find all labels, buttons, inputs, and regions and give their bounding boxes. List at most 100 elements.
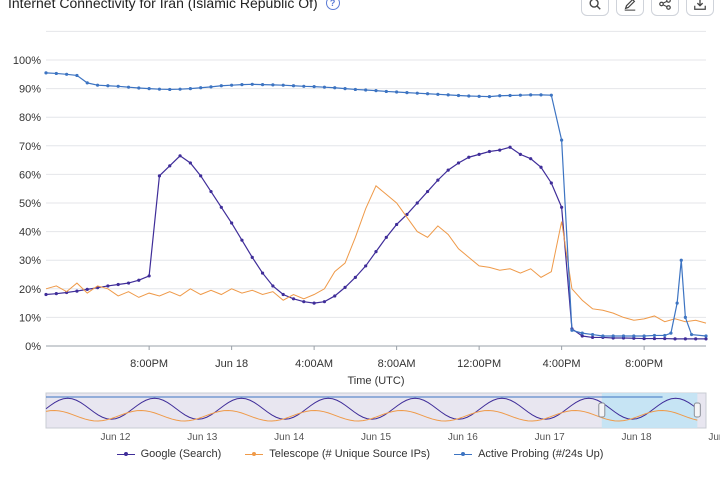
data-point-probing <box>85 81 89 85</box>
data-point-google <box>415 201 419 205</box>
data-point-probing <box>168 87 172 92</box>
data-point-google <box>230 221 234 225</box>
data-point-probing <box>75 73 79 78</box>
data-point-probing <box>611 334 615 338</box>
y-tick-label: 0% <box>25 341 41 353</box>
y-tick-label: 90% <box>19 84 41 96</box>
legend-swatch-google <box>116 451 135 456</box>
data-point-probing <box>374 89 378 93</box>
data-point-google <box>539 165 543 169</box>
data-point-google <box>549 181 553 185</box>
data-point-probing <box>663 333 667 338</box>
data-point-probing <box>230 83 234 87</box>
data-point-google <box>456 161 461 165</box>
data-point-google <box>219 205 223 209</box>
y-tick-label: 40% <box>19 227 41 239</box>
data-point-probing <box>219 84 223 88</box>
data-point-probing <box>209 85 213 89</box>
data-point-probing <box>456 93 461 98</box>
navigator-label: Jun 18 <box>622 432 652 443</box>
data-point-probing <box>281 83 285 87</box>
data-point-google <box>343 285 347 289</box>
y-tick-label: 30% <box>19 255 41 267</box>
legend-item-google[interactable]: Google (Search) <box>116 448 221 460</box>
data-point-probing <box>704 334 708 338</box>
x-tick-label: 8:00AM <box>378 358 416 370</box>
data-point-google <box>281 292 285 297</box>
data-point-probing <box>679 258 683 262</box>
data-point-probing <box>652 333 657 338</box>
navigator-selection <box>601 393 698 428</box>
navigator-label: Jun 19 <box>708 432 720 443</box>
data-point-probing <box>689 332 694 337</box>
navigator-label: Jun 16 <box>448 432 478 443</box>
data-point-probing <box>580 331 584 335</box>
data-point-google <box>683 337 687 341</box>
data-point-google <box>405 212 409 217</box>
y-tick-label: 80% <box>19 112 41 124</box>
data-point-probing <box>560 138 564 142</box>
data-point-google <box>632 336 636 340</box>
data-point-google <box>106 284 110 288</box>
navigator-line-telescope <box>45 410 698 422</box>
x-tick-label: 8:00PM <box>130 358 168 370</box>
x-tick-label: 8:00PM <box>625 358 663 370</box>
data-point-probing <box>446 93 450 97</box>
data-point-probing <box>126 85 131 89</box>
data-point-google <box>518 152 522 156</box>
share-button[interactable] <box>651 0 679 16</box>
legend-item-telescope[interactable]: Telescope (# Unique Source IPs) <box>245 448 430 460</box>
data-point-google <box>157 174 162 178</box>
download-button[interactable] <box>686 0 714 16</box>
data-point-probing <box>95 83 100 87</box>
data-point-probing <box>353 87 357 92</box>
data-point-google <box>364 264 368 268</box>
data-point-probing <box>240 82 244 87</box>
data-point-probing <box>570 328 574 332</box>
data-point-probing <box>106 84 110 88</box>
data-point-probing <box>178 87 182 91</box>
data-point-probing <box>395 90 399 94</box>
data-point-google <box>694 337 698 341</box>
chart-toolbar <box>581 0 714 16</box>
y-tick-label: 10% <box>19 312 41 324</box>
data-point-probing <box>44 71 48 75</box>
data-point-probing <box>157 87 162 91</box>
data-point-google <box>260 271 265 275</box>
data-point-probing <box>384 89 388 94</box>
data-point-probing <box>467 94 471 98</box>
data-point-probing <box>632 334 636 338</box>
series-line-telescope <box>45 185 707 324</box>
data-point-google <box>199 174 203 178</box>
data-point-probing <box>188 87 192 91</box>
question-circle-icon[interactable]: ? <box>325 0 340 10</box>
pencil-icon <box>624 0 636 11</box>
data-point-google <box>147 274 151 278</box>
data-point-google <box>75 289 79 293</box>
data-point-probing <box>675 301 679 305</box>
data-point-probing <box>291 84 296 88</box>
data-point-google <box>312 301 316 305</box>
data-point-probing <box>529 93 533 97</box>
data-point-google <box>384 235 388 239</box>
zoom-button[interactable] <box>581 0 609 16</box>
data-point-google <box>271 284 275 288</box>
zoom-icon <box>589 0 601 10</box>
legend-item-probing[interactable]: Active Probing (#/24s Up) <box>454 448 603 460</box>
data-point-probing <box>364 88 368 92</box>
data-point-probing <box>116 84 120 88</box>
connectivity-chart: 0% 10% 20% 30% 40% 50% 60% 70% 80% 90% 100% 8:00PM J… <box>13 30 720 443</box>
data-point-google <box>85 287 89 291</box>
data-point-probing <box>322 85 327 89</box>
data-point-probing <box>343 87 347 91</box>
annotate-button[interactable] <box>616 0 644 16</box>
data-point-google <box>54 292 58 296</box>
data-point-probing <box>147 87 151 91</box>
x-axis-label: Time (UTC) <box>347 375 404 387</box>
data-point-google <box>250 255 254 259</box>
data-point-google <box>580 334 584 338</box>
data-point-probing <box>271 83 275 87</box>
data-point-probing <box>549 93 553 97</box>
data-point-probing <box>302 84 306 88</box>
y-tick-label: 70% <box>19 141 41 153</box>
